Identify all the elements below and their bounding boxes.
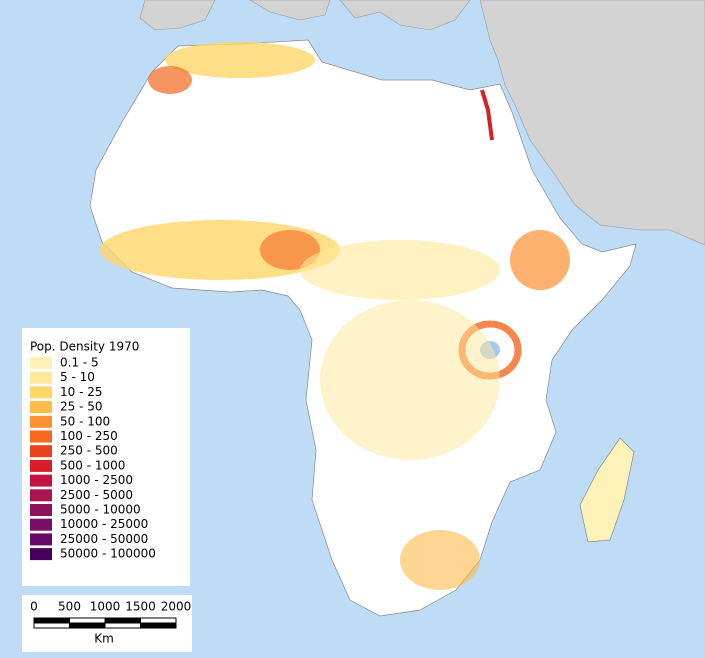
legend-label: 100 - 250 (60, 429, 118, 443)
scale-tick-label: 0 (30, 600, 38, 614)
scale-tick-label: 1500 (125, 600, 156, 614)
scale-tick-label: 500 (58, 600, 81, 614)
other-land (139, 0, 705, 246)
legend-swatch (30, 415, 52, 428)
legend-swatch (30, 518, 52, 531)
legend-swatch (30, 504, 52, 516)
legend-label: 10 - 25 (60, 385, 103, 399)
scale-segment (33, 622, 70, 629)
scale-segment (104, 622, 141, 629)
legend-label: 50 - 100 (60, 414, 110, 428)
legend-swatch (30, 430, 52, 443)
legend-swatch (30, 533, 52, 546)
madagascar (579, 437, 635, 543)
legend-swatch (30, 445, 52, 458)
legend-label: 0.1 - 5 (60, 356, 99, 370)
legend-label: 25 - 50 (60, 400, 103, 414)
legend-swatch (30, 357, 52, 369)
legend-label: 500 - 1000 (60, 458, 125, 472)
scale-segment (33, 617, 70, 624)
legend-swatch (30, 474, 52, 487)
legend-label: 1000 - 2500 (60, 473, 133, 487)
legend-label: 2500 - 5000 (60, 488, 133, 502)
density-patches (100, 42, 570, 590)
scale-segment (69, 622, 106, 629)
legend-label: 5000 - 10000 (60, 503, 141, 517)
legend-swatch (30, 371, 52, 384)
legend-label: 50000 - 100000 (60, 547, 156, 561)
legend-label: 250 - 500 (60, 444, 118, 458)
scale-segment (140, 617, 177, 624)
legend-label: 25000 - 50000 (60, 532, 148, 546)
legend-swatch (30, 489, 52, 502)
scale-segment (140, 622, 177, 629)
scale-bar: 0 500 1000 1500 2000 (30, 600, 191, 629)
scale-unit: Km (94, 632, 114, 646)
legend-swatch (30, 459, 52, 472)
scale-segment (69, 617, 106, 624)
scale-tick-label: 2000 (161, 600, 192, 614)
scale-segment (104, 617, 141, 624)
legend-label: 10000 - 25000 (60, 517, 148, 531)
legend-swatch (30, 386, 52, 399)
legend-title: Pop. Density 1970 (30, 340, 139, 354)
legend-swatch (30, 401, 52, 414)
legend-label: 5 - 10 (60, 370, 95, 384)
legend-swatch (30, 548, 52, 561)
scale-tick-label: 1000 (90, 600, 121, 614)
